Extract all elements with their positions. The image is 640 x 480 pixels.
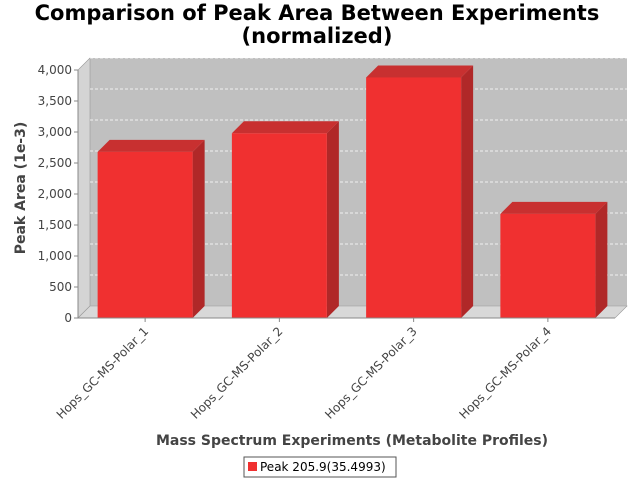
y-tick-label: 1,500 xyxy=(38,218,72,232)
y-axis: 0 500 1,000 1,500 2,000 2,500 3,000 3,500 4,000 xyxy=(38,63,79,325)
bar xyxy=(231,121,339,319)
bar-top xyxy=(500,201,608,214)
x-axis-label: Mass Spectrum Experiments (Metabolite Pr… xyxy=(156,433,548,449)
bar-front xyxy=(366,77,462,318)
chart-subtitle: (normalized) xyxy=(242,24,393,48)
bar-front xyxy=(97,151,193,318)
y-tick-label: 2,500 xyxy=(38,156,72,170)
y-tick-label: 0 xyxy=(64,311,72,325)
y-tick-label: 3,500 xyxy=(38,94,72,108)
y-tick-label: 4,000 xyxy=(38,63,72,77)
bar-side xyxy=(192,139,205,318)
x-tick-label: Hops_GC-MS-Polar_4 xyxy=(456,324,554,422)
bar xyxy=(97,139,205,318)
bar-side xyxy=(595,201,608,318)
bars xyxy=(97,65,608,319)
bar xyxy=(366,65,474,318)
legend-swatch xyxy=(248,462,257,471)
chart-title: Comparison of Peak Area Between Experime… xyxy=(35,1,600,25)
bar-side xyxy=(326,121,339,319)
y-tick-label: 2,000 xyxy=(38,187,72,201)
y-tick-label: 3,000 xyxy=(38,125,72,139)
y-axis-label: Peak Area (1e-3) xyxy=(13,122,29,255)
legend: Peak 205.9(35.4993) xyxy=(243,456,397,478)
bar-side xyxy=(461,65,474,318)
x-tick-label: Hops_GC-MS-Polar_2 xyxy=(188,324,286,422)
x-axis: Hops_GC-MS-Polar_1 Hops_GC-MS-Polar_2 Hops… xyxy=(54,317,615,422)
x-tick-label: Hops_GC-MS-Polar_1 xyxy=(54,324,152,422)
bar-top xyxy=(97,139,205,152)
plot-left-wall xyxy=(77,57,91,319)
bar-top xyxy=(231,121,339,134)
legend-box xyxy=(243,456,397,478)
x-tick-label: Hops_GC-MS-Polar_3 xyxy=(322,324,420,422)
bar-front xyxy=(231,133,327,318)
bar xyxy=(500,201,608,318)
bar-front xyxy=(500,213,596,318)
y-tick-label: 500 xyxy=(49,280,72,294)
legend-label: Peak 205.9(35.4993) xyxy=(260,460,386,474)
y-tick-label: 1,000 xyxy=(38,249,72,263)
bar-top xyxy=(366,65,474,78)
